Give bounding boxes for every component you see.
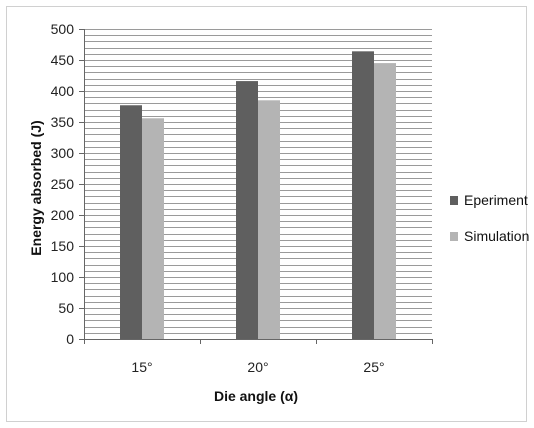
x-tick-label: 25° (363, 359, 384, 375)
legend-swatch-simulation (450, 232, 458, 241)
y-tick-label: 100 (51, 269, 75, 285)
legend: Eperiment Simulation (450, 192, 529, 244)
y-tick-label: 450 (51, 52, 75, 68)
bar-simulation-2 (258, 100, 280, 339)
legend-swatch-eperiment (450, 196, 458, 205)
x-tick-label: 15° (131, 359, 152, 375)
y-tick-label: 500 (51, 21, 75, 37)
y-tick-label: 200 (51, 207, 75, 223)
bar-eperiment-1 (120, 105, 142, 339)
y-tick-label: 50 (58, 300, 74, 316)
legend-label-eperiment: Eperiment (464, 192, 528, 208)
y-tick-label: 0 (66, 331, 74, 347)
y-tick-label: 300 (51, 145, 75, 161)
bars (120, 51, 396, 339)
y-tick-label: 250 (51, 176, 75, 192)
legend-label-simulation: Simulation (464, 228, 529, 244)
axes (84, 29, 432, 340)
y-tick-labels: 0 50 100 150 200 250 300 350 400 450 500 (51, 21, 84, 347)
x-tick-labels: 15° 20° 25° (84, 339, 433, 375)
x-tick-label: 20° (247, 359, 268, 375)
x-axis-title: Die angle (α) (214, 388, 298, 404)
y-axis-title: Energy absorbed (J) (28, 120, 44, 255)
bar-eperiment-3 (352, 51, 374, 339)
bar-eperiment-2 (236, 81, 258, 339)
bar-simulation-1 (142, 118, 164, 339)
y-tick-label: 150 (51, 238, 75, 254)
bar-simulation-3 (374, 63, 396, 339)
y-tick-label: 400 (51, 83, 75, 99)
y-tick-label: 350 (51, 114, 75, 130)
